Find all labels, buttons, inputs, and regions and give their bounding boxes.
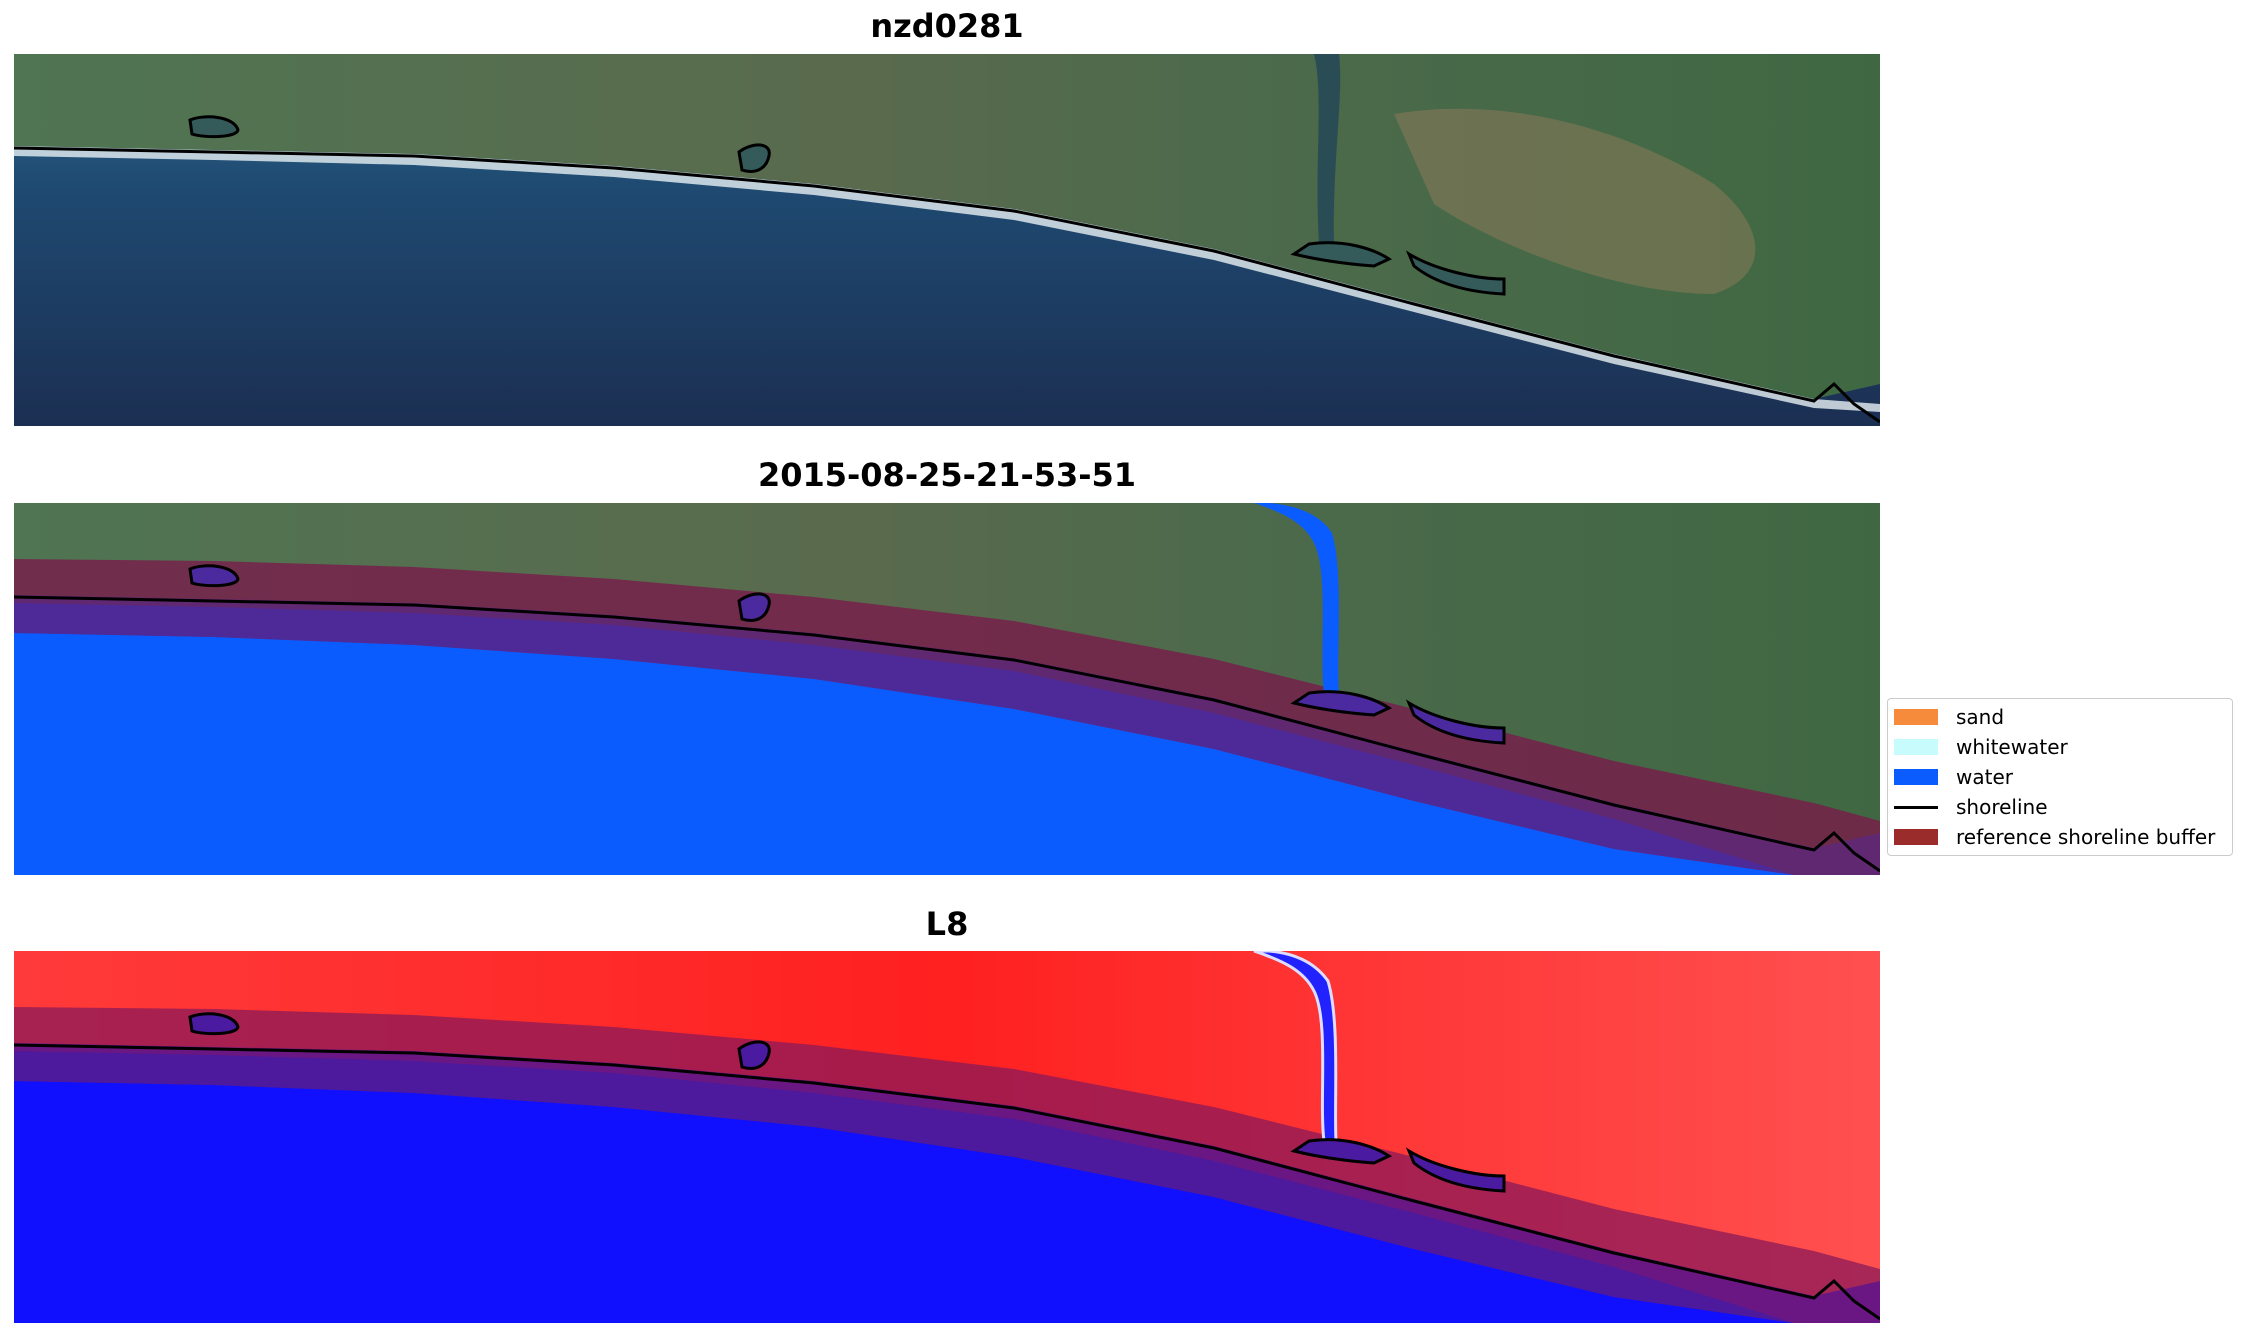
whitewater-swatch: [1894, 739, 1938, 755]
panel-title-1: nzd0281: [870, 7, 1024, 45]
legend-item-water: water: [1894, 764, 2013, 790]
buffer-swatch: [1894, 829, 1938, 845]
panel-title-2: 2015-08-25-21-53-51: [757, 456, 1137, 494]
shoreline-line-icon: [1894, 805, 1938, 809]
legend-item-whitewater: whitewater: [1894, 734, 2068, 760]
legend-label-sand: sand: [1956, 705, 2005, 729]
classified-image: [14, 503, 1880, 875]
index-image: [14, 951, 1880, 1323]
sand-swatch: [1894, 709, 1938, 725]
legend-label-shoreline: shoreline: [1956, 795, 2048, 819]
legend: sand whitewater water shoreline referenc…: [1887, 698, 2233, 856]
legend-item-sand: sand: [1894, 704, 2004, 730]
panel-title-3: L8: [925, 905, 969, 943]
legend-label-buffer: reference shoreline buffer: [1956, 825, 2216, 849]
legend-label-water: water: [1956, 765, 2013, 789]
legend-item-shoreline: shoreline: [1894, 794, 2048, 820]
legend-label-whitewater: whitewater: [1956, 735, 2068, 759]
water-swatch: [1894, 769, 1938, 785]
legend-item-buffer: reference shoreline buffer: [1894, 824, 2215, 850]
satellite-rgb-image: [14, 54, 1880, 426]
